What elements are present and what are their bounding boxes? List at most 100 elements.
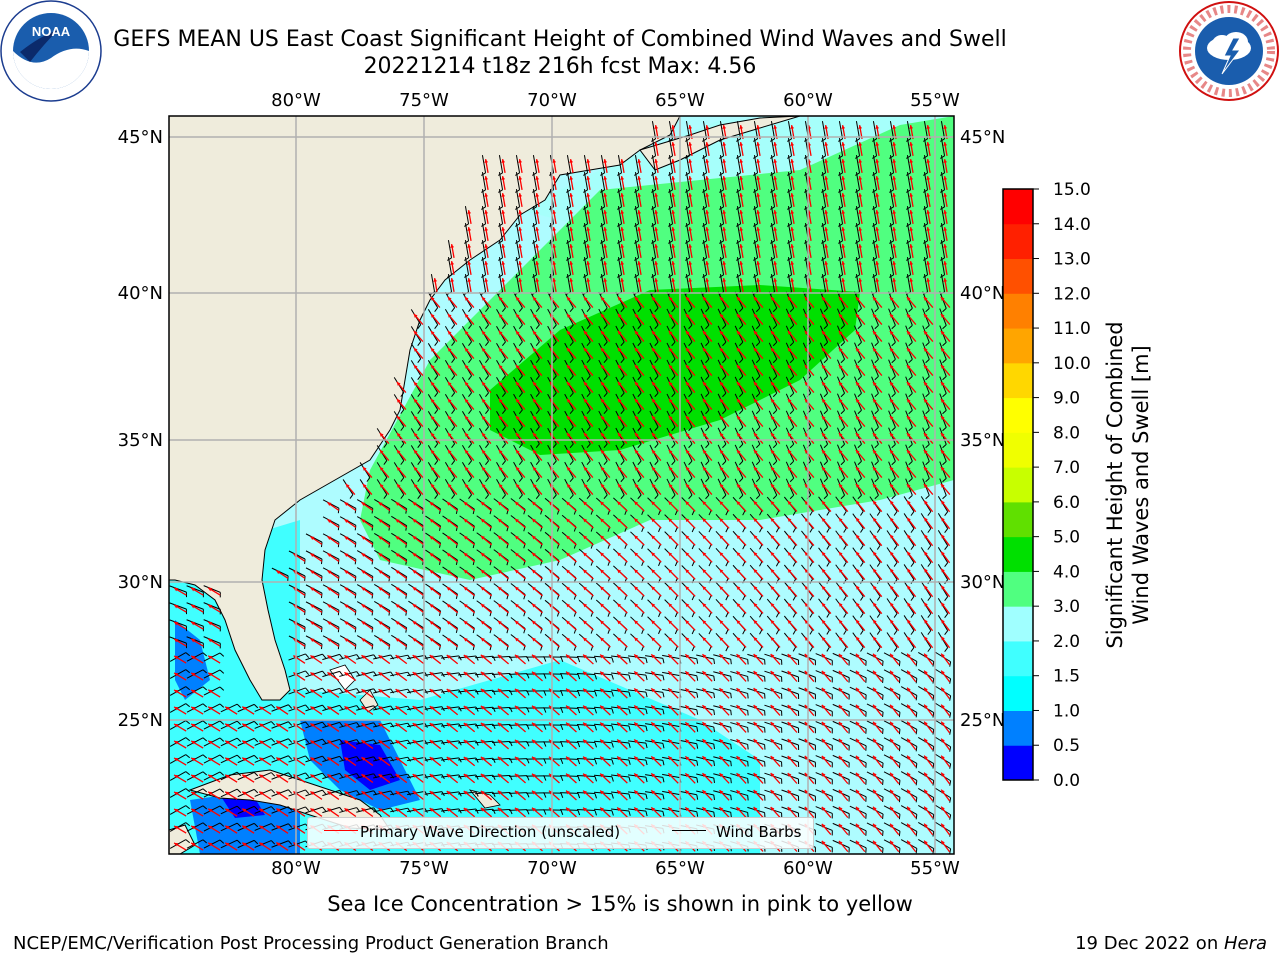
wind-barb bbox=[581, 427, 594, 449]
wind-barb bbox=[871, 427, 883, 449]
wind-barb bbox=[922, 376, 934, 398]
wind-barb bbox=[866, 686, 884, 701]
wind-barb bbox=[836, 376, 849, 398]
wind-barb bbox=[768, 325, 781, 347]
wind-barb bbox=[905, 359, 917, 381]
wind-barb bbox=[425, 532, 442, 548]
wind-barb bbox=[476, 617, 493, 634]
wind-barb bbox=[836, 478, 849, 500]
wind-barb bbox=[937, 581, 951, 601]
wind-barb bbox=[525, 722, 547, 733]
wind-barb bbox=[883, 720, 901, 735]
wind-barb bbox=[530, 325, 543, 347]
wind-barb bbox=[751, 291, 764, 313]
wind-barb bbox=[410, 360, 424, 380]
wind-barb bbox=[920, 632, 934, 652]
wind-barb bbox=[732, 530, 747, 550]
wind-barb bbox=[852, 615, 866, 635]
wind-barb bbox=[935, 651, 952, 667]
wind-barb bbox=[561, 616, 577, 634]
wind-barb bbox=[254, 721, 276, 732]
wind-barb bbox=[610, 705, 631, 716]
wind-barb bbox=[628, 721, 648, 733]
wind-barb bbox=[802, 376, 815, 398]
wind-barb bbox=[854, 325, 866, 347]
wind-barb bbox=[819, 393, 832, 415]
wind-barb bbox=[683, 308, 696, 330]
wind-barb bbox=[939, 444, 951, 466]
wind-barb bbox=[649, 308, 662, 330]
wind-barb bbox=[322, 533, 340, 548]
wind-barb bbox=[700, 342, 713, 364]
wind-barb bbox=[713, 653, 732, 665]
wind-barb bbox=[634, 223, 642, 244]
wind-barb bbox=[719, 223, 727, 244]
colorbar-tick-label: 1.0 bbox=[1053, 701, 1080, 721]
wind-barb bbox=[889, 172, 897, 193]
wind-barb bbox=[645, 670, 665, 682]
wind-barb bbox=[496, 444, 509, 466]
wind-barb bbox=[940, 240, 948, 261]
wind-barb bbox=[783, 564, 798, 584]
wind-barb bbox=[768, 291, 781, 313]
wind-barb bbox=[783, 632, 798, 652]
wind-barb bbox=[732, 547, 747, 567]
wind-barb bbox=[923, 155, 931, 176]
wind-barb bbox=[515, 206, 523, 227]
wind-barb bbox=[493, 583, 510, 600]
wind-barb bbox=[770, 257, 778, 278]
wind-barb bbox=[530, 359, 543, 381]
wind-barb bbox=[818, 496, 832, 516]
wind-barb bbox=[513, 325, 526, 347]
wind-barb bbox=[476, 583, 493, 600]
wind-barb bbox=[717, 393, 730, 415]
wind-barb bbox=[801, 581, 815, 601]
wind-barb bbox=[530, 478, 543, 500]
wind-barb bbox=[493, 515, 510, 532]
wind-barb bbox=[888, 325, 900, 347]
wind-barb bbox=[649, 393, 662, 415]
wind-barb bbox=[496, 291, 509, 313]
wind-barb bbox=[836, 427, 849, 449]
wind-barb bbox=[530, 308, 543, 330]
wind-barb bbox=[615, 444, 628, 466]
wind-barb bbox=[702, 155, 710, 176]
wind-barb bbox=[459, 600, 476, 617]
wind-barb bbox=[736, 206, 744, 227]
wind-barb bbox=[476, 498, 493, 515]
wind-barb bbox=[787, 189, 795, 210]
wind-barb bbox=[615, 359, 628, 381]
colorbar-segment bbox=[1003, 710, 1033, 746]
wind-barb bbox=[785, 478, 798, 500]
wind-barb bbox=[498, 189, 506, 210]
wind-barb bbox=[698, 497, 713, 516]
wind-barb bbox=[595, 565, 611, 583]
colorbar-label-line1: Significant Height of Combined bbox=[1103, 321, 1127, 649]
wind-barb bbox=[476, 532, 493, 549]
wind-barb bbox=[186, 619, 204, 632]
wind-barb bbox=[668, 189, 676, 210]
wind-barb bbox=[872, 240, 880, 261]
wind-barb bbox=[305, 601, 323, 616]
wind-barb bbox=[900, 703, 918, 718]
wind-barb bbox=[559, 671, 581, 682]
wind-barb bbox=[719, 155, 727, 176]
wind-barb bbox=[787, 206, 795, 227]
wind-barb bbox=[702, 240, 710, 261]
lon-label-top: 80°W bbox=[271, 90, 321, 111]
wind-barb bbox=[527, 617, 543, 634]
wind-barb bbox=[917, 702, 935, 718]
wind-barb bbox=[683, 342, 696, 364]
wind-barb bbox=[781, 704, 800, 717]
wind-barb bbox=[322, 687, 344, 698]
wind-barb bbox=[391, 532, 408, 548]
wind-barb bbox=[630, 514, 645, 533]
wind-barb bbox=[600, 240, 608, 261]
wind-barb bbox=[787, 138, 795, 159]
wind-barb bbox=[342, 479, 356, 499]
wind-barb bbox=[391, 600, 408, 616]
wind-barb bbox=[681, 599, 696, 618]
wind-barb bbox=[736, 172, 744, 193]
wind-barb bbox=[496, 393, 509, 415]
wind-barb bbox=[461, 445, 475, 465]
